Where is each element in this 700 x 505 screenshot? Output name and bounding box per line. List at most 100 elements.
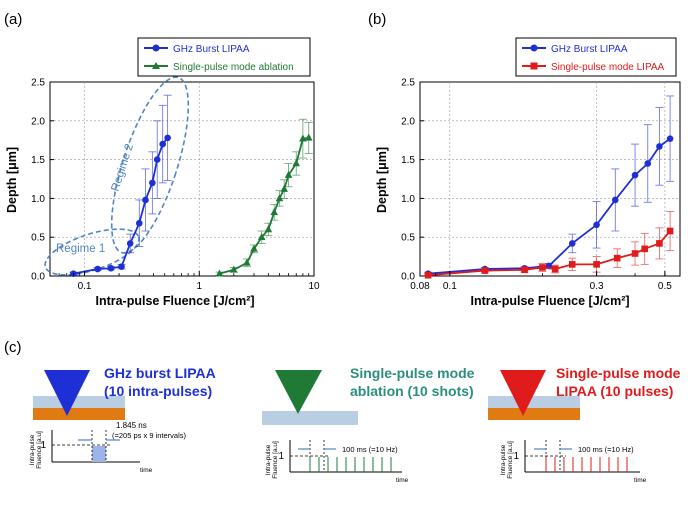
chart-b-frame	[419, 81, 681, 277]
timing-lipaa-one: 1	[513, 451, 519, 462]
chart-a-legend: GHz Burst LIPAA Single-pulse mode ablati…	[137, 37, 311, 77]
chart-a-s1-point-4	[257, 233, 266, 240]
chart-b-legend: GHz Burst LIPAA Single-pulse mode LIPAA	[515, 37, 677, 77]
timing-ghz-xlabel: time	[140, 467, 153, 474]
legend-b-label-single: Single-pulse mode LIPAA	[551, 62, 665, 73]
chart-a-s1-point-11	[299, 134, 307, 142]
chart-b-s1-point-4	[551, 265, 559, 273]
chart-a-ytick-label-4: 2.0	[31, 116, 45, 127]
chart-b-s1-point-10	[656, 240, 663, 247]
chart-b-s1-point-3	[539, 264, 546, 271]
legend-a-label-single: Single-pulse mode ablation	[173, 62, 294, 73]
regime-2-label: Regime 2	[109, 142, 136, 193]
legend-a-marker-single	[152, 62, 160, 69]
panel-c: GHz burst LIPAA (10 intra-pulses) Single…	[29, 365, 681, 484]
panel-label-c: (c)	[4, 339, 22, 356]
chart-a-ytick-label-3: 1.5	[31, 155, 45, 166]
chart-a-s1-point-2	[243, 258, 251, 266]
chart-b-ticks: 0.0 0.5 1.0 1.5 2.0 2.5 0.08 0.1 0.3 0.5	[401, 78, 672, 293]
chart-b-xtick-label-0: 0.08	[410, 281, 430, 292]
chart-b-ytick-label-4: 2.0	[401, 116, 415, 127]
regime-1-ellipse	[44, 228, 140, 276]
mode-ghz-illustration	[33, 370, 125, 420]
chart-a-s0-point-4	[126, 240, 134, 247]
timing-ablation-one: 1	[278, 451, 284, 462]
chart-b: 0.0 0.5 1.0 1.5 2.0 2.5 0.08 0.1 0.3 0.5 Intra-pu…	[375, 37, 681, 308]
panel-label-a: (a)	[4, 11, 22, 28]
timing-ghz: 1 Intra-pulse Fluence [a.u] time 1.845 n…	[29, 421, 186, 474]
chart-a-s1-point-5	[264, 225, 273, 233]
chart-a-regimes: Regime 1 Regime 2	[44, 76, 190, 276]
chart-a-s1-point-10	[292, 159, 301, 167]
laser-cone-ghz	[44, 370, 90, 416]
chart-a-frame	[49, 81, 315, 277]
timing-ghz-ylabel-1: Intra-pulse	[29, 434, 36, 465]
chart-b-s1-point-6	[593, 261, 600, 268]
chart-a-series	[69, 94, 313, 277]
chart-a-s1-point-3	[250, 244, 258, 252]
chart-a-s1-point-12	[304, 133, 313, 141]
chart-a-s0-point-7	[149, 179, 156, 187]
chart-b-s1-point-5	[568, 261, 576, 268]
chart-a-grid	[50, 82, 314, 276]
timing-lipaa: 1 Intra-pulse Fluence [a.u] time 100 ms …	[500, 440, 647, 484]
chart-a-ytick-label-1: 0.5	[31, 233, 45, 244]
chart-b-s1-point-2	[521, 266, 528, 274]
chart-b-ytick-label-1: 0.5	[401, 233, 415, 244]
chart-a-s1-point-7	[275, 194, 284, 202]
chart-a-s0-point-5	[135, 219, 143, 227]
substrate-lipaa	[488, 408, 580, 420]
timing-lipaa-note: 100 ms (=10 Hz)	[578, 445, 634, 454]
chart-a-s1-point-1	[230, 265, 238, 273]
timing-ablation-ylabel-2: Fluence [a.u]	[272, 441, 279, 479]
chart-b-ytick-label-5: 2.5	[401, 78, 415, 89]
chart-a-s0-point-10	[164, 134, 171, 142]
mode-ablation-title-2: ablation (10 shots)	[350, 383, 474, 399]
chart-a-xtick-label-2: 10	[308, 281, 320, 292]
chart-a-legend-box	[137, 37, 311, 77]
chart-a-s0-point-2	[107, 264, 115, 272]
chart-b-s0-point-9	[656, 143, 663, 150]
film-lipaa	[488, 396, 580, 408]
chart-b-ytick-label-2: 1.0	[401, 194, 415, 205]
mode-lipaa-title-2: LIPAA (10 pulses)	[556, 383, 673, 399]
regime-1-label: Regime 1	[56, 243, 105, 255]
mode-ghz-title-1: GHz burst LIPAA	[104, 365, 216, 381]
timing-ablation-xlabel: time	[396, 477, 409, 484]
timing-ablation-note: 100 ms (=10 Hz)	[342, 445, 398, 454]
legend-b-label-ghz: GHz Burst LIPAA	[551, 44, 628, 55]
chart-b-s1-point-9	[641, 245, 649, 253]
chart-b-ytick-label-3: 1.5	[401, 155, 415, 166]
chart-b-s1-point-11	[666, 227, 674, 235]
panel-label-b: (b)	[368, 11, 386, 28]
regime-2-ellipse	[110, 76, 190, 254]
chart-b-xtick-label-2: 0.3	[590, 281, 604, 292]
chart-b-s0-point-6	[611, 196, 619, 204]
chart-b-xtick-label-1: 0.1	[443, 281, 457, 292]
chart-b-s1-point-7	[613, 254, 621, 262]
chart-a-s0-point-6	[142, 196, 149, 204]
chart-a-ylabel: Depth [μm]	[5, 147, 19, 213]
chart-b-xlabel: Intra-pulse Fluence [J/cm²]	[470, 294, 629, 308]
chart-a: Regime 1 Regime 2 0.0 0.5 1.0 1.5 2.0 2.5 0.1 1…	[5, 37, 320, 308]
chart-b-ylabel: Depth [μm]	[375, 147, 389, 213]
mode-lipaa-illustration	[488, 370, 580, 420]
chart-b-s0-point-5	[593, 221, 600, 229]
chart-a-ytick-label-5: 2.5	[31, 78, 45, 89]
chart-a-ytick-label-0: 0.0	[31, 272, 45, 283]
chart-a-s1-point-0	[215, 269, 224, 277]
timing-ghz-ylabel-2: Fluence [a.u]	[36, 431, 43, 469]
legend-a-marker-ghz	[152, 44, 160, 52]
chart-b-s0-point-10	[666, 135, 674, 142]
chart-b-xtick-label-3: 0.5	[658, 281, 672, 292]
timing-ablation: 1 Intra-pulse Fluence [a.u] time 100 ms …	[265, 440, 409, 484]
chart-a-s1-point-9	[284, 170, 293, 178]
timing-ghz-note-1: 1.845 ns	[116, 421, 147, 430]
legend-a-label-ghz: GHz Burst LIPAA	[173, 44, 250, 55]
chart-b-series	[424, 95, 675, 279]
timing-ghz-one: 1	[40, 440, 46, 451]
substrate-ghz	[33, 408, 125, 420]
timing-lipaa-ylabel-2: Fluence [a.u]	[507, 441, 514, 479]
mode-ablation-title-1: Single-pulse mode	[350, 365, 475, 381]
chart-a-s0-point-8	[153, 156, 161, 163]
